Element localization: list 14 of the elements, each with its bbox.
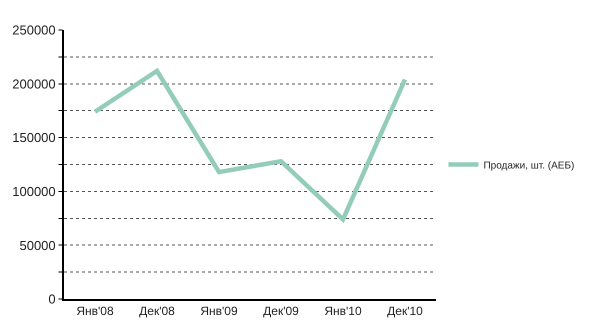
x-tick-label: Дек'09 xyxy=(263,304,300,318)
y-tick-label: 100000 xyxy=(12,184,56,199)
legend-label: Продажи, шт. (АЕБ) xyxy=(483,160,574,172)
y-tick-label: 50000 xyxy=(19,238,56,253)
x-tick-label: Дек'10 xyxy=(387,304,424,318)
y-tick-label: 150000 xyxy=(12,130,56,146)
y-tick-label: 250000 xyxy=(12,22,56,38)
x-tick-label: Дек'08 xyxy=(139,304,176,318)
x-tick-label: Янв'09 xyxy=(200,304,238,318)
x-tick-label: Янв'10 xyxy=(324,304,362,318)
y-tick-label: 0 xyxy=(48,292,56,307)
x-tick-label: Янв'08 xyxy=(76,304,114,318)
y-tick-label: 200000 xyxy=(12,76,56,92)
line-series xyxy=(92,68,408,222)
